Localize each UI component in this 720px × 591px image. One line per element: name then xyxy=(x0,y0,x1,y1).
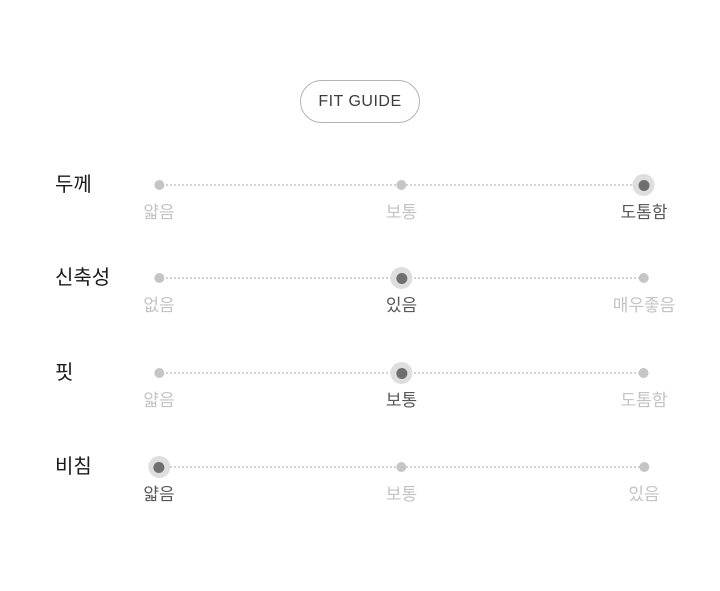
option-label: 보통 xyxy=(385,203,418,222)
slider-track-area: 없음 있음 매우좋음 xyxy=(143,243,675,337)
dot-icon xyxy=(154,180,164,190)
dot-icon xyxy=(638,179,650,191)
fit-option: 얇음 xyxy=(143,362,175,410)
slider-track-area: 얇음 보통 도톰함 xyxy=(143,338,667,432)
dot-icon xyxy=(396,180,407,190)
fit-option: 얇음 xyxy=(143,174,175,222)
option-label: 얇음 xyxy=(143,485,175,504)
fit-row-elasticity: 신축성 없음 있음 매우좋음 xyxy=(0,243,720,337)
dot-icon xyxy=(154,368,164,378)
fit-row-thickness: 두께 얇음 보통 도톰함 xyxy=(0,150,720,244)
row-title: 신축성 xyxy=(55,267,111,289)
fit-row-fit: 핏 얇음 보통 도톰함 xyxy=(0,338,720,432)
option-label: 도톰함 xyxy=(620,203,668,222)
option-label: 얇음 xyxy=(143,391,175,410)
slider-dot xyxy=(148,456,170,478)
row-title: 비침 xyxy=(55,456,92,478)
fit-row-sheerness: 비침 얇음 보통 있음 xyxy=(0,432,720,526)
slider-dot xyxy=(390,362,413,384)
slider-dot xyxy=(633,362,655,384)
fit-option: 있음 xyxy=(386,267,417,315)
dot-icon xyxy=(396,272,407,284)
slider-dot xyxy=(148,362,170,384)
option-label: 얇음 xyxy=(143,203,175,222)
slider-dot xyxy=(632,174,655,196)
slider-dot xyxy=(391,456,413,478)
option-label: 매우좋음 xyxy=(612,296,676,315)
fit-option: 얇음 xyxy=(143,456,175,504)
slider-dot xyxy=(633,267,655,289)
option-label: 없음 xyxy=(143,296,175,315)
dot-icon xyxy=(396,367,407,379)
option-label: 보통 xyxy=(385,485,418,504)
option-label: 도톰함 xyxy=(620,391,668,410)
fit-option: 없음 xyxy=(143,267,175,315)
slider-dot xyxy=(390,267,413,289)
dot-icon xyxy=(153,461,165,473)
dot-icon xyxy=(154,273,164,283)
option-label: 있음 xyxy=(628,485,660,504)
dot-icon xyxy=(396,462,407,472)
fit-option: 보통 xyxy=(386,362,417,410)
row-title: 핏 xyxy=(55,362,74,384)
slider-dot xyxy=(391,174,413,196)
fit-option: 보통 xyxy=(386,174,417,222)
slider-dot xyxy=(633,456,655,478)
slider-dot xyxy=(148,267,170,289)
dot-icon xyxy=(638,368,649,378)
fit-guide-button[interactable]: FIT GUIDE xyxy=(300,80,420,123)
fit-option: 매우좋음 xyxy=(612,267,676,315)
slider-track-area: 얇음 보통 도톰함 xyxy=(143,150,667,244)
fit-option: 도톰함 xyxy=(620,174,668,222)
slider-dot xyxy=(148,174,170,196)
fit-option: 보통 xyxy=(386,456,417,504)
option-label: 보통 xyxy=(385,391,418,410)
row-title: 두께 xyxy=(55,174,92,196)
dot-icon xyxy=(639,273,649,283)
slider-track-area: 얇음 보통 있음 xyxy=(143,432,660,526)
dot-icon xyxy=(639,462,649,472)
option-label: 있음 xyxy=(385,296,418,315)
fit-option: 있음 xyxy=(628,456,660,504)
fit-option: 도톰함 xyxy=(620,362,668,410)
